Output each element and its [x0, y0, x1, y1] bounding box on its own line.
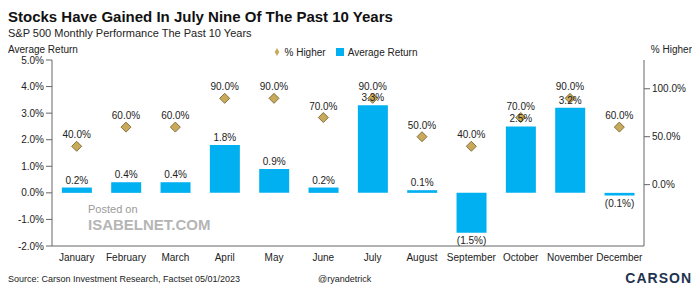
svg-text:October: October — [503, 252, 539, 263]
html-text:Average Return: Average Return — [8, 44, 78, 55]
svg-text:3.2%: 3.2% — [559, 95, 582, 106]
svg-text:2.5%: 2.5% — [509, 113, 532, 124]
svg-text:50.0%: 50.0% — [408, 120, 436, 131]
svg-text:100.0%: 100.0% — [652, 83, 686, 94]
svg-text:50.0%: 50.0% — [652, 131, 680, 142]
svg-text:0.4%: 0.4% — [164, 169, 187, 180]
svg-text:40.0%: 40.0% — [62, 129, 90, 140]
html-text:ISABELNET.COM: ISABELNET.COM — [88, 216, 211, 233]
svg-text:February: February — [106, 252, 146, 263]
svg-text:January: January — [59, 252, 95, 263]
html-text:@ryandetrick: @ryandetrick — [318, 274, 372, 284]
svg-text:0.9%: 0.9% — [263, 156, 286, 167]
svg-text:3.3%: 3.3% — [361, 92, 384, 103]
svg-text:December: December — [596, 252, 643, 263]
svg-text:0.2%: 0.2% — [312, 175, 335, 186]
html-text:S&P 500 Monthly Performance Th: S&P 500 Monthly Performance The Past 10 … — [8, 27, 252, 39]
svg-text:September: September — [447, 252, 497, 263]
html-text:Average Return: Average Return — [347, 47, 418, 58]
svg-text:90.0%: 90.0% — [358, 81, 386, 92]
svg-text:-2.0%: -2.0% — [18, 241, 44, 252]
svg-text:70.0%: 70.0% — [309, 101, 337, 112]
svg-text:60.0%: 60.0% — [605, 110, 633, 121]
svg-text:(0.1%): (0.1%) — [605, 198, 634, 209]
svg-text:90.0%: 90.0% — [260, 81, 288, 92]
svg-text:0.0%: 0.0% — [652, 179, 675, 190]
svg-text:-1.0%: -1.0% — [18, 214, 44, 225]
svg-text:3.0%: 3.0% — [21, 108, 44, 119]
svg-text:40.0%: 40.0% — [457, 129, 485, 140]
svg-text:90.0%: 90.0% — [556, 81, 584, 92]
svg-text:0.0%: 0.0% — [21, 187, 44, 198]
svg-text:1.0%: 1.0% — [21, 161, 44, 172]
svg-text:July: July — [364, 252, 382, 263]
svg-text:70.0%: 70.0% — [506, 101, 534, 112]
svg-text:0.1%: 0.1% — [411, 177, 434, 188]
svg-text:90.0%: 90.0% — [210, 81, 238, 92]
svg-text:5.0%: 5.0% — [21, 55, 44, 66]
svg-text:May: May — [265, 252, 284, 263]
html-text:Posted on: Posted on — [88, 203, 138, 215]
svg-text:June: June — [312, 252, 334, 263]
svg-text:4.0%: 4.0% — [21, 81, 44, 92]
svg-text:0.2%: 0.2% — [65, 175, 88, 186]
html-text:Stocks Have Gained In July Nin: Stocks Have Gained In July Nine Of The P… — [8, 8, 393, 25]
html-text:% Higher: % Higher — [284, 47, 326, 58]
svg-text:0.4%: 0.4% — [115, 169, 138, 180]
html-text:Source: Carson Investment Rese: Source: Carson Investment Research, Fact… — [8, 274, 241, 284]
svg-text:August: August — [406, 252, 437, 263]
html-text:% Higher: % Higher — [650, 44, 692, 55]
svg-text:November: November — [547, 252, 594, 263]
svg-text:60.0%: 60.0% — [161, 110, 189, 121]
svg-text:60.0%: 60.0% — [112, 110, 140, 121]
svg-text:(1.5%): (1.5%) — [457, 235, 486, 246]
svg-text:April: April — [215, 252, 235, 263]
svg-text:March: March — [161, 252, 189, 263]
svg-text:1.8%: 1.8% — [213, 132, 236, 143]
svg-text:2.0%: 2.0% — [21, 134, 44, 145]
html-text:CARSON: CARSON — [625, 270, 692, 286]
